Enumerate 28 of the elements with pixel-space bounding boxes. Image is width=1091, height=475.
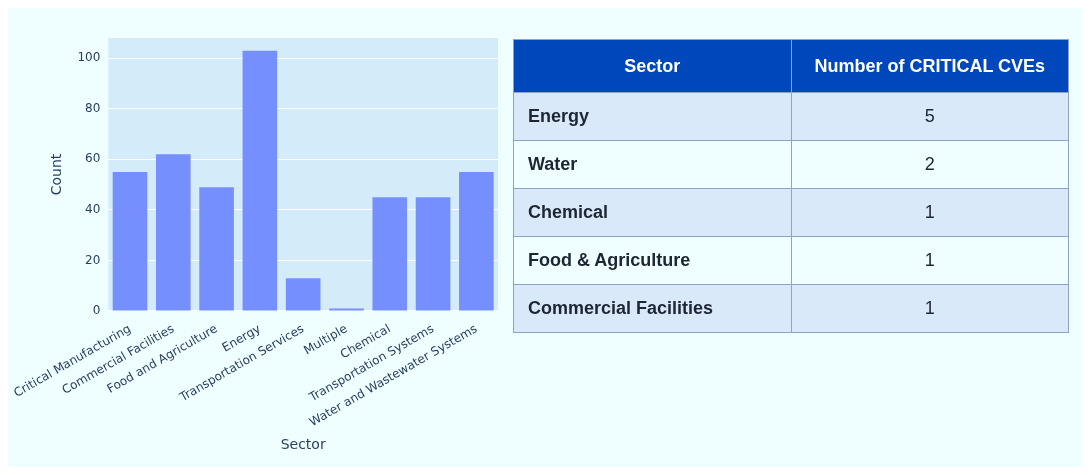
category-label: Energy [513,92,791,141]
y-tick-label: 60 [85,151,101,166]
category-label: Food & Agriculture [513,236,791,285]
bar [372,197,408,311]
y-tick-label: 0 [92,303,101,318]
text: Sector [513,39,791,93]
data-label: 2 [791,140,1069,189]
text: Number of CRITICAL CVEs [791,39,1069,93]
bar [329,308,364,311]
category-label: Chemical [513,188,791,237]
y-axis-title: Count [47,153,64,196]
data-label: 1 [791,236,1069,285]
y-tick-label: 80 [85,100,101,115]
bar [155,154,191,311]
bar [199,187,234,311]
y-tick-label: 20 [85,252,101,267]
x-axis-title: Sector [280,436,326,453]
data-label: 1 [791,284,1069,333]
bar [112,171,148,311]
bar [285,278,321,311]
data-label: 1 [791,188,1069,237]
y-tick-label: 100 [77,50,101,65]
data-label: 5 [791,92,1069,141]
bar [459,171,494,311]
bar [242,50,278,311]
bar [415,197,451,311]
category-label: Water [513,140,791,189]
y-tick-label: 40 [85,202,101,217]
